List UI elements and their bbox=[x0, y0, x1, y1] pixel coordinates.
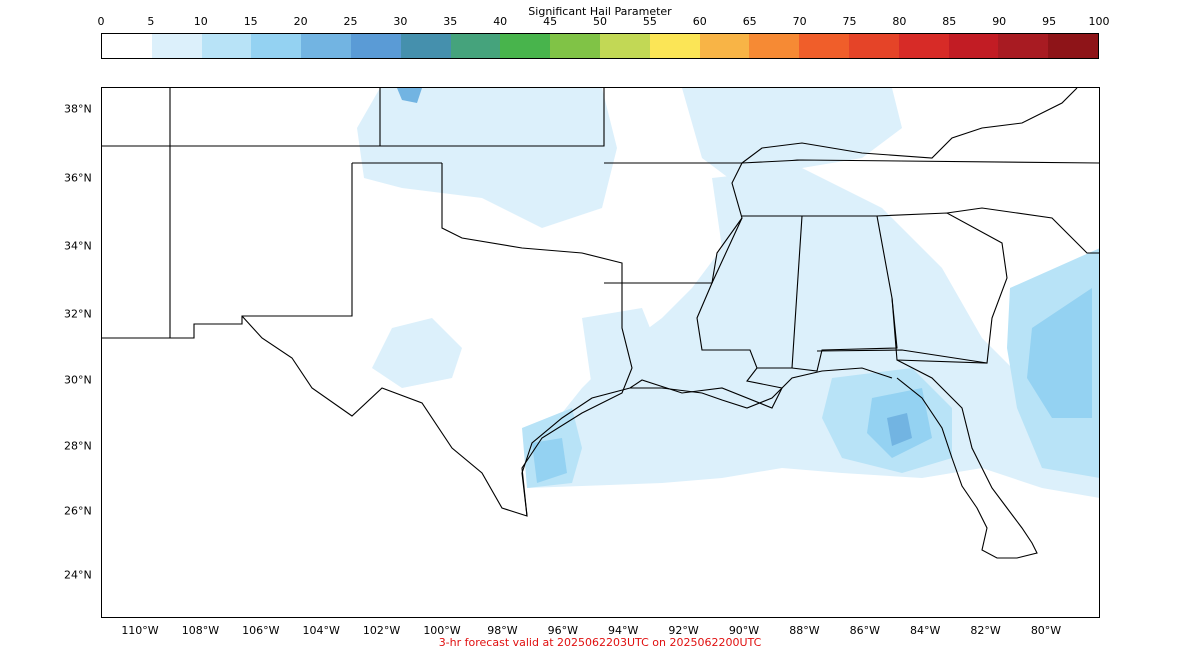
colorbar-tick-label: 35 bbox=[443, 15, 458, 28]
colorbar-segment bbox=[699, 34, 750, 58]
colorbar-segment bbox=[151, 34, 202, 58]
colorbar-tick-label: 65 bbox=[742, 15, 757, 28]
boundary-carolinas bbox=[946, 207, 1099, 254]
shade-peak-gulf bbox=[887, 413, 912, 446]
coastline-florida bbox=[896, 359, 1038, 559]
colorbar-segment bbox=[848, 34, 899, 58]
colorbar-segment bbox=[799, 34, 849, 58]
boundary-texas bbox=[170, 162, 633, 517]
longitude-label: 80°W bbox=[1030, 624, 1062, 637]
colorbar-segment bbox=[649, 34, 700, 58]
longitude-label: 100°W bbox=[423, 624, 461, 637]
colorbar-segment bbox=[948, 34, 999, 58]
colorbar-tick-label: 85 bbox=[942, 15, 957, 28]
shade-light-texas bbox=[372, 318, 462, 388]
longitude-label: 88°W bbox=[789, 624, 820, 637]
boundary-colorado-kansas bbox=[102, 88, 381, 147]
shade-high-florida bbox=[1027, 288, 1092, 418]
colorbar-tick-label: 55 bbox=[642, 15, 657, 28]
boundary-kentucky bbox=[741, 88, 1078, 164]
boundary-tennessee bbox=[741, 159, 1099, 164]
colorbar-tick-label: 70 bbox=[792, 15, 807, 28]
colorbar-segment bbox=[201, 34, 252, 58]
longitude-label: 84°W bbox=[910, 624, 941, 637]
boundary-mississippi bbox=[711, 215, 803, 369]
map-panel bbox=[101, 87, 1100, 618]
colorbar-tick-label: 10 bbox=[193, 15, 208, 28]
colorbar-tick-label: 5 bbox=[147, 15, 155, 28]
colorbar-tick-label: 90 bbox=[992, 15, 1007, 28]
latitude-label: 30°N bbox=[64, 373, 92, 387]
latitude-label: 26°N bbox=[64, 504, 92, 518]
colorbar-tick-label: 15 bbox=[243, 15, 258, 28]
colorbar-segment bbox=[749, 34, 800, 58]
latitude-label: 24°N bbox=[64, 568, 92, 582]
colorbar-segment bbox=[350, 34, 401, 58]
latitude-label: 34°N bbox=[64, 239, 92, 253]
colorbar-segment bbox=[998, 34, 1049, 58]
colorbar-tick-label: 45 bbox=[543, 15, 558, 28]
colorbar-tick-label: 30 bbox=[393, 15, 408, 28]
boundary-new-mexico bbox=[102, 88, 171, 339]
longitude-label: 98°W bbox=[487, 624, 518, 637]
shade-peak-kansas bbox=[397, 88, 422, 103]
colorbar-tick-label: 95 bbox=[1042, 15, 1057, 28]
colorbar-tick-label: 0 bbox=[97, 15, 105, 28]
colorbar-segment bbox=[251, 34, 302, 58]
forecast-caption: 3-hr forecast valid at 2025062203UTC on … bbox=[438, 636, 762, 649]
map-svg bbox=[102, 88, 1099, 559]
colorbar-title: Significant Hail Parameter bbox=[528, 5, 672, 18]
colorbar-segment bbox=[500, 34, 551, 58]
colorbar-tick-labels: 0 5 10 15 20 25 30 35 40 45 50 55 60 65 70 75 80 85 90 95 10… bbox=[0, 15, 1200, 29]
colorbar-tick-label: 80 bbox=[892, 15, 907, 28]
longitude-label: 94°W bbox=[608, 624, 639, 637]
latitude-label: 38°N bbox=[64, 102, 92, 116]
hail-shading bbox=[357, 88, 1099, 498]
longitude-label: 86°W bbox=[849, 624, 880, 637]
colorbar-segment bbox=[550, 34, 600, 58]
colorbar-tick-label: 100 bbox=[1088, 15, 1110, 28]
colorbar-segment bbox=[102, 34, 152, 58]
colorbar-segment bbox=[450, 34, 501, 58]
shade-high-texas-coast bbox=[532, 438, 567, 483]
colorbar bbox=[101, 33, 1099, 59]
colorbar-tick-label: 25 bbox=[343, 15, 358, 28]
colorbar-segment bbox=[599, 34, 650, 58]
longitude-label: 106°W bbox=[242, 624, 280, 637]
longitude-label: 96°W bbox=[547, 624, 578, 637]
boundary-florida-panhandle bbox=[816, 349, 988, 364]
coastline-gulf bbox=[630, 367, 893, 409]
coastline-texas bbox=[521, 387, 631, 517]
latitude-label: 36°N bbox=[64, 171, 92, 185]
state-boundaries bbox=[102, 88, 1099, 559]
longitude-label: 110°W bbox=[121, 624, 159, 637]
colorbar-tick-label: 40 bbox=[493, 15, 508, 28]
longitude-label: 82°W bbox=[970, 624, 1001, 637]
longitude-label: 90°W bbox=[728, 624, 760, 637]
boundary-oklahoma bbox=[352, 88, 623, 284]
latitude-label: 28°N bbox=[64, 439, 92, 453]
colorbar-segment bbox=[898, 34, 949, 58]
colorbar-tick-label: 75 bbox=[842, 15, 857, 28]
longitude-label: 108°W bbox=[181, 624, 220, 637]
shade-light-southeast-band bbox=[527, 168, 1099, 498]
longitude-label: 92°W bbox=[668, 624, 699, 637]
colorbar-tick-label: 20 bbox=[293, 15, 308, 28]
colorbar-segment bbox=[1048, 34, 1098, 58]
colorbar-segment bbox=[400, 34, 451, 58]
longitude-label: 104°W bbox=[302, 624, 340, 637]
boundary-louisiana bbox=[622, 282, 783, 409]
latitude-label: 32°N bbox=[64, 307, 92, 321]
boundary-georgia bbox=[876, 212, 1008, 364]
colorbar-segment bbox=[301, 34, 351, 58]
shade-light-kansas bbox=[357, 88, 617, 228]
longitude-label: 102°W bbox=[362, 624, 401, 637]
shade-light-east-texas bbox=[582, 308, 662, 398]
colorbar-tick-label: 50 bbox=[593, 15, 607, 28]
colorbar-tick-label: 60 bbox=[692, 15, 707, 28]
